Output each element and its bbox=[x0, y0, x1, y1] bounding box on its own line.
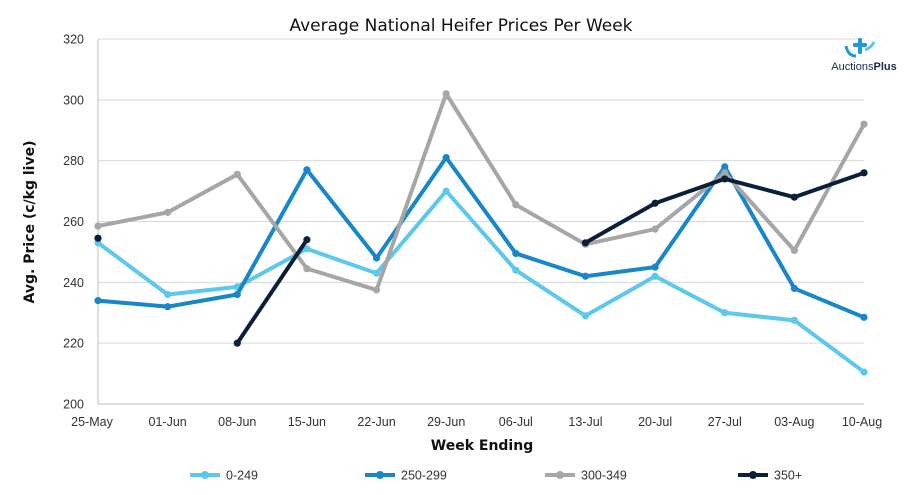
legend-swatch-marker bbox=[556, 471, 564, 479]
series-300-349 bbox=[94, 90, 868, 294]
data-point bbox=[581, 312, 590, 320]
x-tick-label: 29-Jun bbox=[427, 415, 465, 429]
data-point bbox=[233, 339, 241, 347]
y-axis-title: Avg. Price (c/kg live) bbox=[22, 141, 38, 304]
y-tick-label: 280 bbox=[63, 154, 84, 168]
data-point bbox=[442, 90, 450, 98]
legend-label: 0-249 bbox=[226, 469, 258, 483]
auctionsplus-logo: AuctionsPlus bbox=[831, 38, 897, 73]
legend-swatch-marker bbox=[376, 471, 384, 479]
data-point bbox=[581, 239, 590, 247]
data-point bbox=[721, 169, 729, 177]
data-point bbox=[233, 290, 241, 299]
data-point bbox=[790, 193, 798, 201]
gridlines bbox=[98, 38, 864, 344]
data-point bbox=[721, 163, 729, 171]
data-point bbox=[164, 208, 172, 216]
x-tick-label: 15-Jun bbox=[288, 415, 326, 429]
data-point bbox=[164, 290, 172, 299]
y-tick-label: 200 bbox=[63, 398, 84, 412]
legend-label: 250-299 bbox=[401, 469, 447, 483]
data-point bbox=[860, 368, 868, 376]
data-point bbox=[442, 154, 450, 162]
y-tick-label: 220 bbox=[63, 337, 84, 351]
x-tick-label: 13-Jul bbox=[568, 415, 602, 429]
y-axis: 200 220 240 260 280 300 320 bbox=[63, 33, 99, 412]
legend: 0-249 250-299 300-349 350+ bbox=[190, 469, 802, 483]
data-point bbox=[512, 266, 520, 274]
data-point bbox=[512, 249, 520, 258]
data-point bbox=[233, 170, 241, 178]
data-point bbox=[164, 303, 172, 311]
x-tick-label: 22-Jun bbox=[357, 415, 395, 429]
series-layer bbox=[94, 90, 868, 376]
y-tick-label: 320 bbox=[63, 33, 84, 47]
legend-label: 300-349 bbox=[581, 469, 627, 483]
x-axis: 25-May 01-Jun 08-Jun 15-Jun 22-Jun 29-Jun 06-J… bbox=[71, 403, 882, 429]
data-point bbox=[721, 175, 729, 183]
data-point bbox=[94, 234, 102, 242]
data-point bbox=[651, 272, 659, 280]
y-tick-label: 240 bbox=[63, 276, 84, 290]
series-line bbox=[96, 91, 866, 292]
auctionsplus-wordmark: AuctionsPlus bbox=[831, 61, 896, 73]
x-tick-label: 03-Aug bbox=[774, 415, 814, 429]
x-tick-label: 25-May bbox=[71, 415, 113, 429]
data-point bbox=[372, 254, 381, 262]
legend-swatch-marker bbox=[749, 471, 757, 479]
data-point bbox=[860, 313, 868, 321]
legend-item: 0-249 bbox=[190, 469, 258, 483]
data-point bbox=[303, 245, 311, 253]
data-point bbox=[790, 316, 798, 324]
data-point bbox=[372, 269, 381, 277]
data-point bbox=[94, 296, 102, 305]
data-point bbox=[512, 201, 520, 209]
data-point bbox=[790, 246, 798, 254]
legend-swatch-marker bbox=[201, 471, 209, 479]
x-tick-label: 01-Jun bbox=[149, 415, 187, 429]
data-point bbox=[721, 309, 729, 317]
series-line bbox=[235, 237, 309, 346]
data-point bbox=[303, 166, 311, 174]
data-point bbox=[651, 199, 659, 207]
x-tick-label: 20-Jul bbox=[638, 415, 672, 429]
legend-item: 300-349 bbox=[545, 469, 627, 483]
series-250-299 bbox=[94, 154, 868, 321]
series-line bbox=[96, 155, 866, 320]
data-point bbox=[860, 120, 868, 128]
x-tick-label: 10-Aug bbox=[842, 415, 882, 429]
data-point bbox=[581, 272, 590, 280]
legend-item: 350+ bbox=[738, 469, 802, 483]
x-tick-label: 27-Jul bbox=[708, 415, 742, 429]
y-tick-label: 260 bbox=[63, 215, 84, 229]
data-point bbox=[860, 169, 868, 177]
data-point bbox=[651, 263, 659, 271]
data-point bbox=[94, 222, 102, 230]
data-point bbox=[651, 225, 659, 233]
series-line bbox=[96, 189, 866, 375]
data-point bbox=[303, 265, 311, 273]
data-point bbox=[790, 284, 798, 293]
x-tick-label: 08-Jun bbox=[218, 415, 256, 429]
x-tick-label: 06-Jul bbox=[499, 415, 533, 429]
x-axis-title: Week Ending bbox=[431, 438, 533, 454]
legend-item: 250-299 bbox=[365, 469, 447, 483]
series-line bbox=[583, 170, 866, 245]
data-point bbox=[372, 286, 381, 294]
chart-title: Average National Heifer Prices Per Week bbox=[289, 16, 632, 36]
data-point bbox=[442, 187, 450, 195]
legend-label: 350+ bbox=[774, 469, 802, 483]
data-point bbox=[303, 236, 311, 244]
y-tick-label: 300 bbox=[63, 93, 84, 107]
series-350 bbox=[94, 169, 868, 347]
auctionsplus-icon bbox=[844, 38, 876, 58]
